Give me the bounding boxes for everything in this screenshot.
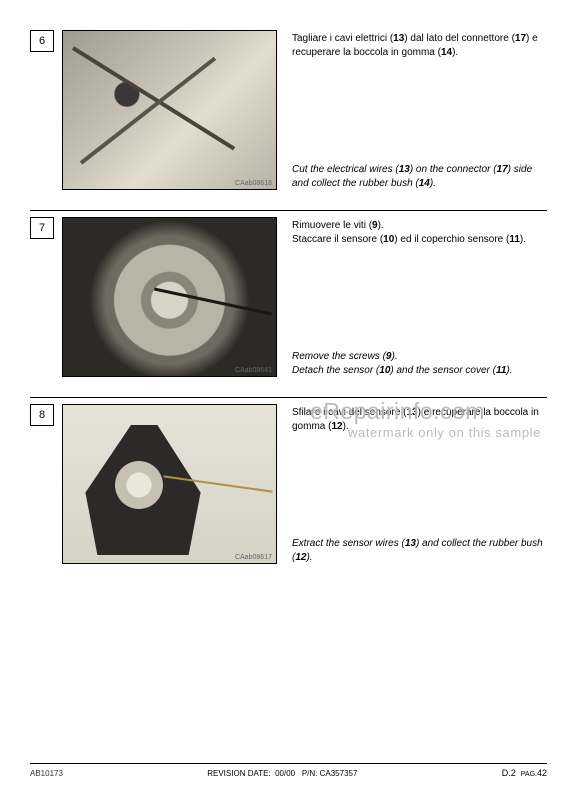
footer-rev-label: REVISION DATE: xyxy=(207,769,270,778)
step-number: 6 xyxy=(39,35,45,47)
step-number-box: 7 xyxy=(30,217,54,239)
step-number: 7 xyxy=(39,222,45,234)
figure-caption: CAab08618 xyxy=(235,180,272,187)
step-text-column: Sfilare i cavi del sensore (13) e recupe… xyxy=(292,404,547,564)
step-text-english: Cut the electrical wires (13) on the con… xyxy=(292,163,547,190)
footer-pin-label: P/N: xyxy=(302,769,318,778)
step-text-column: Tagliare i cavi elettrici (13) dal lato … xyxy=(292,30,547,190)
wire-detail xyxy=(163,475,272,492)
step-text-italian: Tagliare i cavi elettrici (13) dal lato … xyxy=(292,32,547,59)
footer-section: D.2 xyxy=(502,768,516,778)
step-text-english: Extract the sensor wires (13) and collec… xyxy=(292,537,547,564)
footer-center: REVISION DATE: 00/00 P/N: CA357357 xyxy=(207,769,357,778)
footer-rev-value: 00/00 xyxy=(275,769,295,778)
footer-right: D.2 PAG.42 xyxy=(502,768,547,778)
footer-pin-value: CA357357 xyxy=(320,769,358,778)
footer-pag-label: PAG. xyxy=(521,771,537,778)
figure-7: CAab08641 xyxy=(62,217,277,377)
step-text-column: Rimuovere le viti (9).Staccare il sensor… xyxy=(292,217,547,377)
step-7: 7 CAab08641 Rimuovere le viti (9).Stacca… xyxy=(30,217,547,377)
step-6: 6 CAab08618 Tagliare i cavi elettrici (1… xyxy=(30,30,547,190)
figure-8: CAab08617 xyxy=(62,404,277,564)
footer-page-number: 42 xyxy=(537,768,547,778)
step-divider xyxy=(30,210,547,211)
figure-caption: CAab08617 xyxy=(235,554,272,561)
step-divider xyxy=(30,397,547,398)
step-number-box: 6 xyxy=(30,30,54,52)
figure-caption: CAab08641 xyxy=(235,367,272,374)
figure-6: CAab08618 xyxy=(62,30,277,190)
step-text-english: Remove the screws (9).Detach the sensor … xyxy=(292,350,547,377)
step-8: 8 CAab08617 Sfilare i cavi del sensore (… xyxy=(30,404,547,564)
page-footer: AB10173 REVISION DATE: 00/00 P/N: CA3573… xyxy=(30,763,547,778)
step-text-italian: Rimuovere le viti (9).Staccare il sensor… xyxy=(292,219,547,246)
footer-doc-id: AB10173 xyxy=(30,769,63,778)
step-text-italian: Sfilare i cavi del sensore (13) e recupe… xyxy=(292,406,547,433)
step-number: 8 xyxy=(39,409,45,421)
step-number-box: 8 xyxy=(30,404,54,426)
